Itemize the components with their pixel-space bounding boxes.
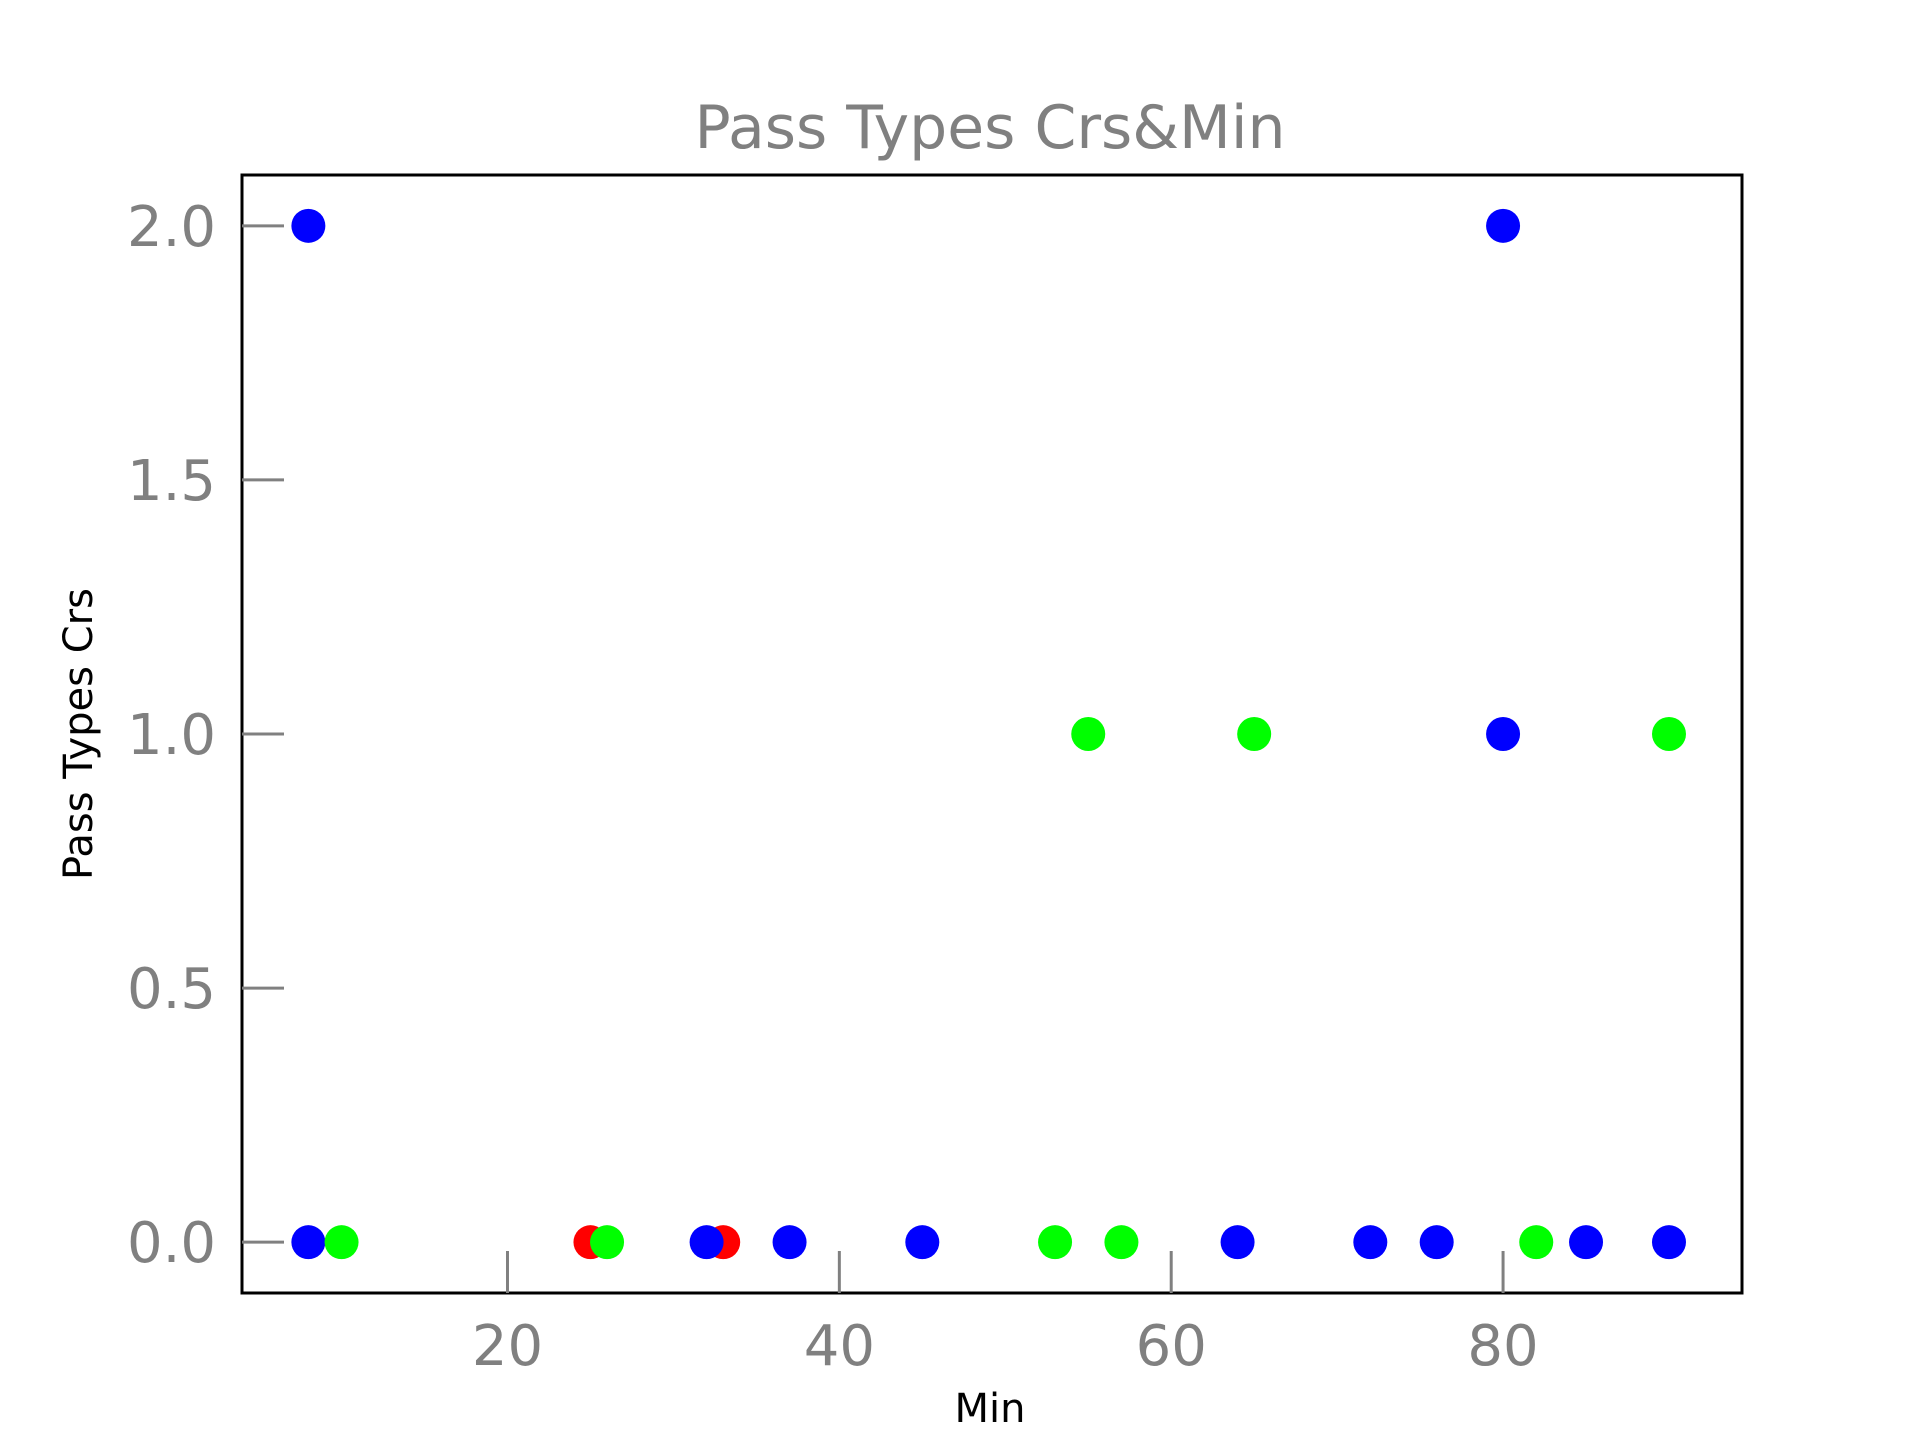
x-tick-label: 60: [1136, 1314, 1207, 1379]
y-tick-label: 0.5: [127, 957, 216, 1022]
data-point: [291, 208, 326, 243]
x-tick-label: 40: [804, 1314, 875, 1379]
x-tick-label: 20: [472, 1314, 543, 1379]
data-point: [1519, 1225, 1554, 1260]
data-point: [1104, 1225, 1139, 1260]
data-point: [1237, 717, 1272, 751]
data-point: [1353, 1225, 1388, 1260]
data-point: [590, 1225, 625, 1260]
data-point: [1569, 1225, 1604, 1260]
data-point: [1651, 717, 1686, 751]
data-point: [772, 1225, 807, 1260]
y-axis: 0.0 0.5 1.0 1.5 2.0: [127, 195, 284, 1276]
x-axis: 20 40 60 80: [472, 1251, 1539, 1379]
data-point: [1486, 208, 1521, 243]
y-tick-label: 1.0: [127, 703, 216, 768]
data-point: [324, 1225, 359, 1260]
data-point: [1651, 1225, 1686, 1260]
data-points: [291, 208, 1686, 1260]
chart-title: Pass Types Crs&Min: [694, 93, 1285, 163]
x-tick-label: 80: [1467, 1314, 1538, 1379]
data-point: [1071, 717, 1106, 751]
data-point: [689, 1225, 724, 1260]
x-axis-label: Min: [955, 1386, 1026, 1432]
data-point: [1038, 1225, 1073, 1260]
data-point: [905, 1225, 940, 1260]
y-tick-label: 0.0: [127, 1211, 216, 1276]
data-point: [291, 1225, 326, 1260]
data-point: [1220, 1225, 1255, 1260]
y-axis-label: Pass Types Crs: [56, 588, 102, 880]
y-tick-label: 2.0: [127, 195, 216, 260]
y-tick-label: 1.5: [127, 449, 216, 514]
data-point: [1419, 1225, 1454, 1260]
data-point: [1486, 717, 1521, 751]
